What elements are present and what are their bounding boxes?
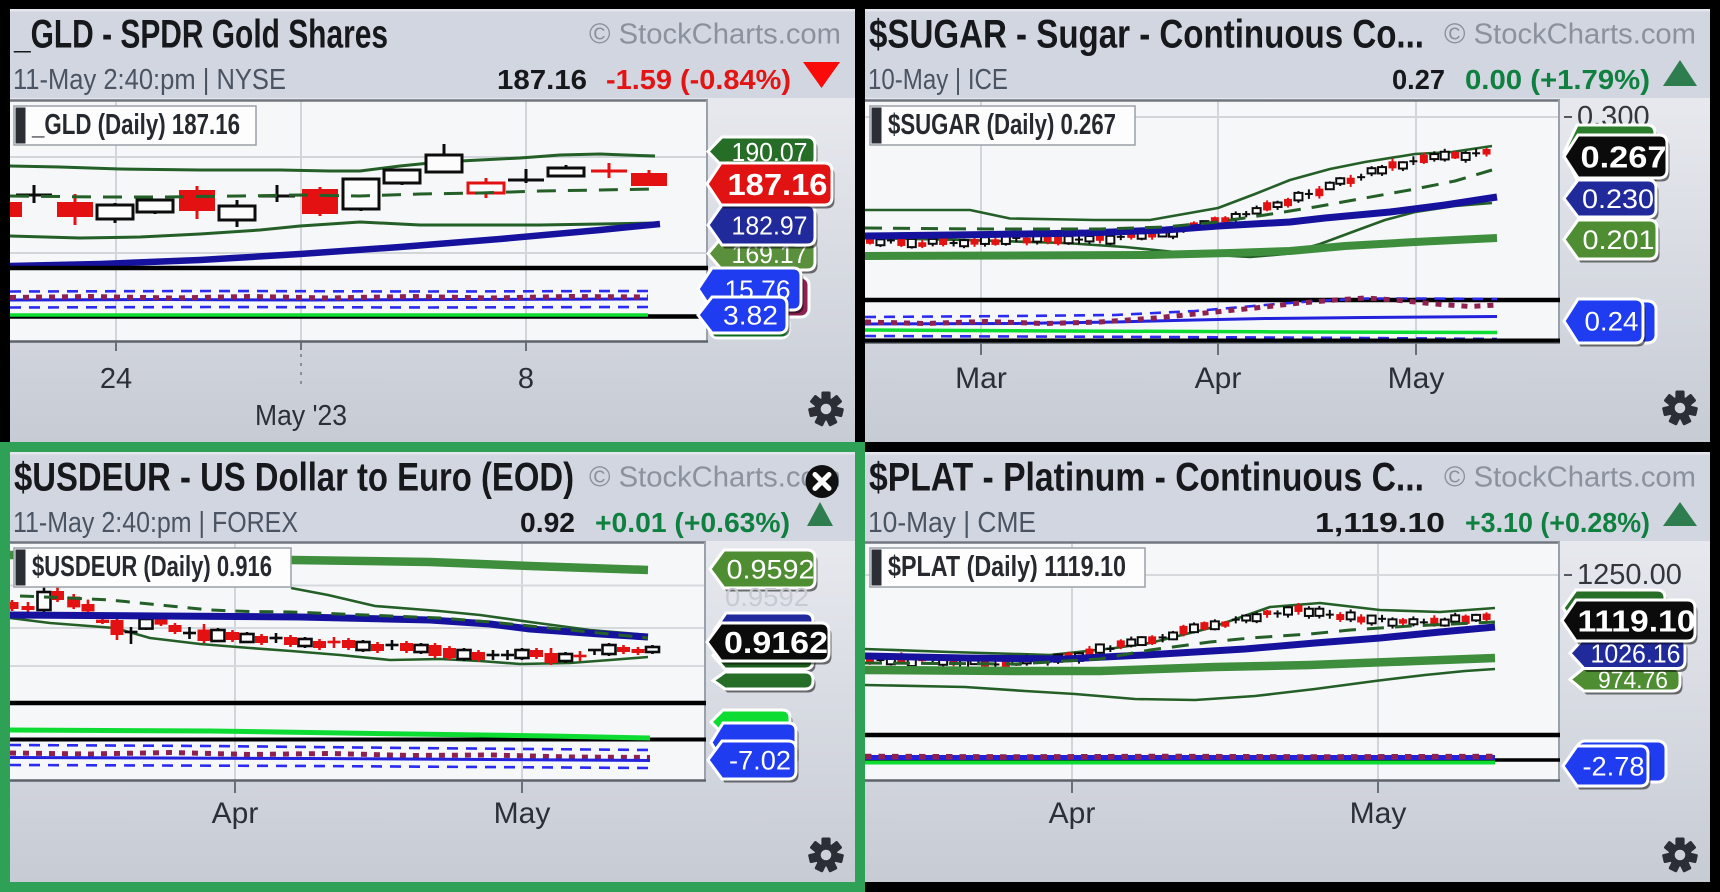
svg-text:$USDEUR - US Dollar to Euro (E: $USDEUR - US Dollar to Euro (EOD) [14, 456, 574, 500]
svg-text:Mar: Mar [955, 362, 1007, 395]
svg-text:-1.59 (-0.84%): -1.59 (-0.84%) [606, 64, 791, 95]
svg-text:$USDEUR (Daily) 0.916: $USDEUR (Daily) 0.916 [32, 551, 272, 583]
svg-text:11-May 2:40:pm | NYSE: 11-May 2:40:pm | NYSE [13, 64, 286, 96]
svg-text:$PLAT - Platinum - Continuous: $PLAT - Platinum - Continuous C... [869, 456, 1424, 500]
svg-text:0.24: 0.24 [1585, 307, 1639, 337]
svg-text:187.16: 187.16 [728, 167, 828, 202]
svg-text:May: May [1350, 797, 1407, 830]
svg-text:3.82: 3.82 [723, 301, 778, 331]
svg-text:+3.10 (+0.28%): +3.10 (+0.28%) [1465, 507, 1650, 538]
svg-text:0.9592: 0.9592 [727, 555, 815, 585]
svg-text:1,119.10: 1,119.10 [1315, 507, 1445, 538]
svg-text:$SUGAR - Sugar - Continuous Co: $SUGAR - Sugar - Continuous Co... [869, 13, 1424, 57]
svg-text:-2.78: -2.78 [1583, 752, 1645, 782]
svg-text:10-May | ICE: 10-May | ICE [868, 64, 1008, 96]
svg-text:1250.00: 1250.00 [1577, 559, 1682, 591]
svg-text:-7.02: -7.02 [729, 746, 791, 776]
svg-text:0.201: 0.201 [1583, 225, 1655, 255]
svg-text:$SUGAR (Daily) 0.267: $SUGAR (Daily) 0.267 [888, 109, 1116, 141]
svg-text:182.97: 182.97 [732, 210, 808, 240]
svg-text:May: May [494, 797, 551, 830]
svg-text:8: 8 [518, 363, 534, 395]
svg-text:© StockCharts.com: © StockCharts.com [589, 462, 841, 494]
svg-text:+0.01 (+0.63%): +0.01 (+0.63%) [595, 507, 790, 538]
svg-text:Apr: Apr [1195, 362, 1242, 395]
svg-text:10-May | CME: 10-May | CME [868, 507, 1036, 539]
svg-text:0.9162: 0.9162 [724, 625, 828, 660]
svg-text:_GLD (Daily) 187.16: _GLD (Daily) 187.16 [31, 109, 240, 141]
svg-text:0.27: 0.27 [1392, 64, 1445, 95]
svg-text:_GLD - SPDR Gold Shares: _GLD - SPDR Gold Shares [13, 13, 388, 57]
svg-text:Apr: Apr [1049, 797, 1096, 830]
svg-text:May '23: May '23 [255, 400, 347, 432]
svg-text:0.92: 0.92 [520, 507, 575, 538]
svg-text:187.16: 187.16 [497, 64, 587, 95]
svg-text:0.230: 0.230 [1582, 184, 1654, 214]
svg-text:0.9592: 0.9592 [725, 582, 809, 612]
svg-text:© StockCharts.com: © StockCharts.com [1444, 19, 1696, 51]
svg-text:0.267: 0.267 [1581, 140, 1667, 175]
svg-text:$PLAT (Daily) 1119.10: $PLAT (Daily) 1119.10 [888, 551, 1126, 583]
svg-text:Apr: Apr [212, 797, 259, 830]
svg-text:© StockCharts.com: © StockCharts.com [589, 19, 841, 51]
svg-text:© StockCharts.com: © StockCharts.com [1444, 462, 1696, 494]
svg-text:24: 24 [100, 363, 132, 395]
svg-text:0.00 (+1.79%): 0.00 (+1.79%) [1465, 64, 1650, 95]
svg-text:May: May [1388, 362, 1445, 395]
svg-text:1119.10: 1119.10 [1578, 604, 1696, 639]
svg-text:11-May 2:40:pm | FOREX: 11-May 2:40:pm | FOREX [13, 507, 298, 539]
